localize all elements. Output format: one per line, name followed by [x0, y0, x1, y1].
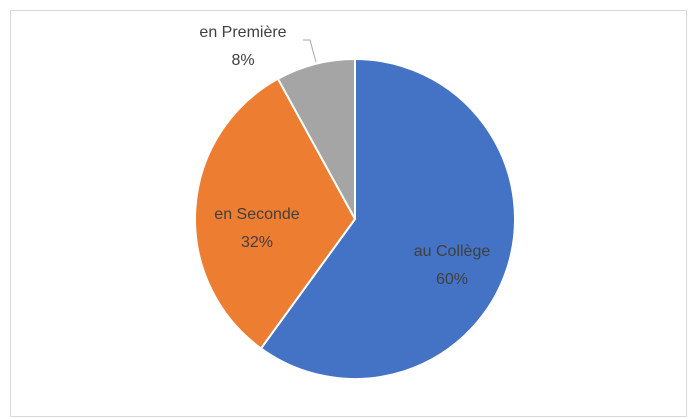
pie-slice — [194, 77, 357, 350]
leader-line — [303, 39, 317, 63]
slice-label: au Collège — [414, 243, 491, 260]
pie-slice — [276, 57, 356, 220]
slice-value-label: 32% — [241, 234, 273, 251]
pie-slice — [259, 57, 516, 380]
slice-value-label: 60% — [436, 271, 468, 288]
slice-value-label: 8% — [231, 52, 254, 69]
slice-label: en Première — [199, 24, 286, 41]
slice-label: en Seconde — [214, 206, 300, 223]
